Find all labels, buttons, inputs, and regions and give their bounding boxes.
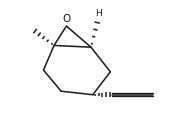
Text: H: H (96, 9, 102, 18)
Text: O: O (62, 14, 70, 24)
